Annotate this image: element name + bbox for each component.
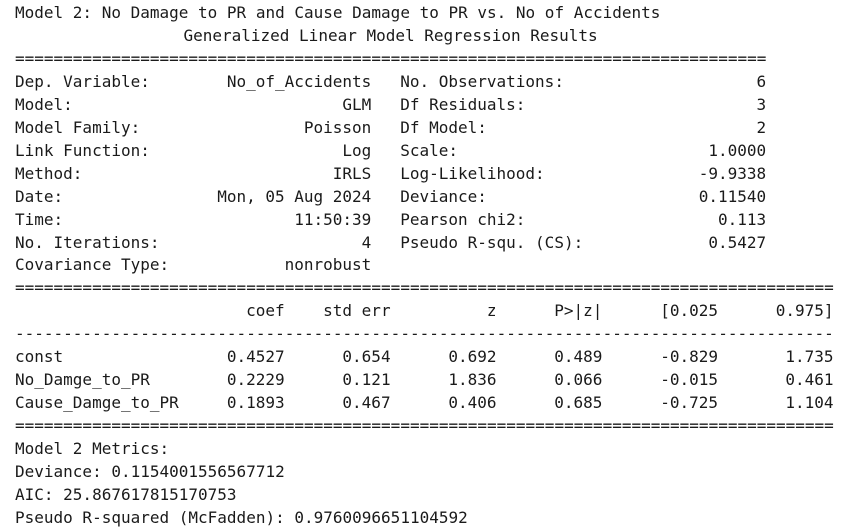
summary-label: Date:: [15, 186, 64, 206]
cell: 1.836: [448, 370, 497, 390]
summary-value: 2: [756, 117, 767, 137]
summary-value: 0.5427: [708, 232, 767, 252]
summary-value: nonrobust: [284, 255, 372, 275]
cell: 0.066: [554, 370, 603, 390]
cell: 0.406: [448, 393, 497, 413]
cell: 0.461: [785, 370, 834, 390]
summary-value: 11:50:39: [294, 209, 372, 229]
column-header: 0.975]: [775, 301, 834, 321]
rule: ========================================…: [15, 416, 834, 436]
summary-value: Log: [342, 140, 372, 160]
row-label: Cause_Damge_to_PR: [15, 393, 179, 413]
summary-label: Scale:: [400, 140, 458, 160]
cell: -0.725: [660, 393, 718, 413]
rule: ========================================…: [15, 48, 767, 68]
metrics-heading: Model 2 Metrics:: [15, 439, 170, 459]
row-label: const: [15, 347, 64, 367]
metric-line: Pseudo R-squared (McFadden): 0.976009665…: [15, 507, 468, 527]
cell: -0.829: [660, 347, 718, 367]
summary-label: Method:: [15, 163, 83, 183]
summary-label: Model Family:: [15, 117, 141, 137]
metric-line: AIC: 25.867617815170753: [15, 484, 237, 504]
cell: 0.2229: [226, 370, 285, 390]
subtitle: Generalized Linear Model Regression Resu…: [183, 25, 598, 45]
cell: 0.121: [342, 370, 391, 390]
title: Model 2: No Damage to PR and Cause Damag…: [15, 3, 661, 22]
summary-value: GLM: [342, 94, 372, 114]
summary-label: Model:: [15, 94, 73, 114]
column-header: coef: [246, 301, 285, 321]
summary-value: 4: [361, 232, 372, 252]
cell: 0.685: [554, 393, 603, 413]
column-header: z: [486, 301, 497, 321]
summary-label: Covariance Type:: [15, 255, 170, 275]
summary-value: 0.11540: [698, 186, 767, 206]
summary-value: 0.113: [717, 209, 767, 229]
metric-line: Deviance: 0.1154001556567712: [15, 462, 285, 481]
summary-value: -9.9338: [698, 163, 767, 183]
summary-value: No_of_Accidents: [226, 71, 372, 91]
cell: 0.692: [448, 347, 497, 367]
summary-value: Mon, 05 Aug 2024: [217, 186, 372, 206]
cell: 0.1893: [226, 393, 285, 413]
summary-label: No. Observations:: [400, 71, 564, 91]
summary-label: Log-Likelihood:: [400, 163, 545, 183]
summary-label: No. Iterations:: [15, 232, 160, 252]
summary-label: Df Model:: [400, 117, 487, 137]
cell: 0.489: [554, 347, 603, 367]
cell: 0.467: [342, 393, 391, 413]
summary-label: Pseudo R-squ. (CS):: [400, 232, 584, 252]
summary-label: Time:: [15, 209, 64, 229]
cell: 0.4527: [226, 347, 285, 367]
summary-label: Deviance:: [400, 186, 487, 206]
column-header: std err: [323, 301, 391, 321]
cell: 1.735: [785, 347, 834, 367]
summary-value: 6: [756, 71, 767, 91]
cell: 0.654: [342, 347, 391, 367]
summary-value: 3: [756, 94, 767, 114]
rule: ========================================…: [15, 278, 834, 298]
summary-label: Link Function:: [15, 140, 150, 160]
summary-value: 1.0000: [708, 140, 767, 160]
summary-value: Poisson: [303, 117, 372, 137]
rule: ----------------------------------------…: [15, 324, 834, 344]
column-header: [0.025: [660, 301, 718, 321]
cell: 1.104: [785, 393, 834, 413]
column-header: P>|z|: [554, 301, 603, 321]
summary-label: Pearson chi2:: [400, 209, 526, 229]
cell: -0.015: [660, 370, 718, 390]
summary-label: Df Residuals:: [400, 94, 526, 114]
summary-label: Dep. Variable:: [15, 71, 150, 91]
row-label: No_Damge_to_PR: [15, 370, 150, 390]
summary-value: IRLS: [332, 163, 372, 183]
